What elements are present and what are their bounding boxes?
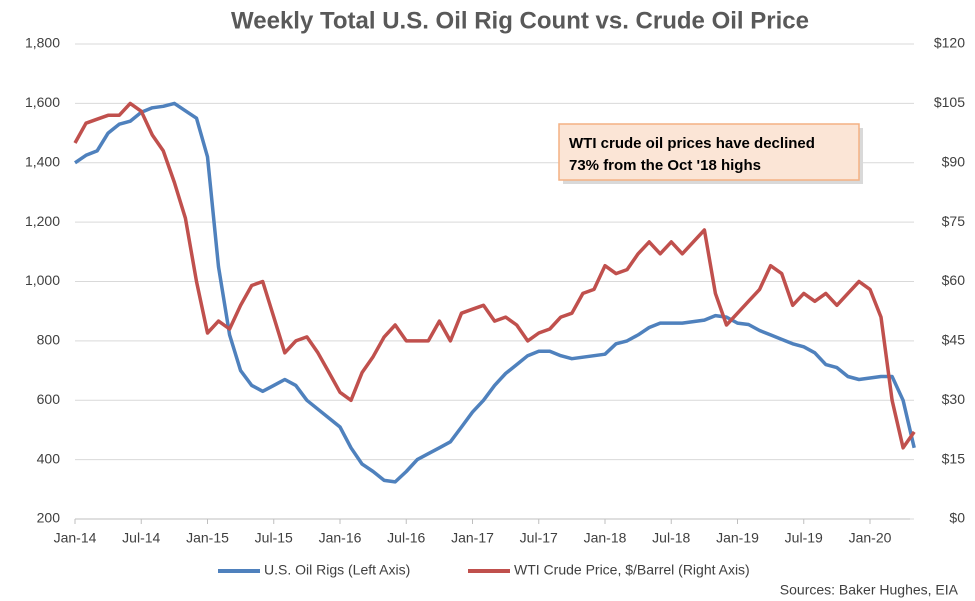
y2-tick-label: $75: [942, 213, 966, 229]
series-line: [73, 101, 916, 450]
y2-tick-label: $30: [942, 391, 966, 407]
y2-tick-label: $15: [942, 450, 966, 466]
legend-label: U.S. Oil Rigs (Left Axis): [264, 562, 410, 578]
y-tick-label: 1,000: [25, 272, 60, 288]
x-tick-label: Jul-18: [652, 530, 690, 546]
x-tick-label: Jul-19: [785, 530, 823, 546]
x-tick-label: Jan-19: [716, 530, 759, 546]
y-tick-label: 200: [37, 510, 61, 526]
annotation-box: [558, 123, 860, 181]
y-tick-label: 1,200: [25, 213, 60, 229]
x-tick-label: Jan-20: [849, 530, 892, 546]
x-tick-label: Jul-17: [520, 530, 558, 546]
y2-tick-label: $0: [949, 510, 965, 526]
x-tick-label: Jan-18: [584, 530, 627, 546]
x-tick-label: Jan-14: [54, 530, 97, 546]
x-tick-label: Jan-15: [186, 530, 229, 546]
y2-tick-label: $120: [934, 35, 965, 51]
x-tick-label: Jul-16: [387, 530, 425, 546]
series-line: [74, 101, 916, 484]
y-tick-label: 800: [37, 332, 61, 348]
annotation-text: 73% from the Oct '18 highs: [569, 157, 761, 174]
chart-title: Weekly Total U.S. Oil Rig Count vs. Crud…: [231, 7, 809, 34]
x-tick-label: Jan-16: [319, 530, 362, 546]
x-tick-label: Jul-14: [122, 530, 160, 546]
y-tick-label: 1,800: [25, 35, 60, 51]
annotation-text: WTI crude oil prices have declined: [569, 135, 815, 152]
x-tick-label: Jan-17: [451, 530, 494, 546]
source-note: Sources: Baker Hughes, EIA: [780, 582, 959, 598]
legend-label: WTI Crude Price, $/Barrel (Right Axis): [514, 562, 750, 578]
x-tick-label: Jul-15: [255, 530, 293, 546]
y-tick-label: 400: [37, 450, 61, 466]
y2-tick-label: $105: [934, 94, 965, 110]
y-tick-label: 1,400: [25, 153, 60, 169]
y-tick-label: 1,600: [25, 94, 60, 110]
y2-tick-label: $45: [942, 332, 966, 348]
y2-tick-label: $90: [942, 153, 966, 169]
y-tick-label: 600: [37, 391, 61, 407]
y2-tick-label: $60: [942, 272, 966, 288]
